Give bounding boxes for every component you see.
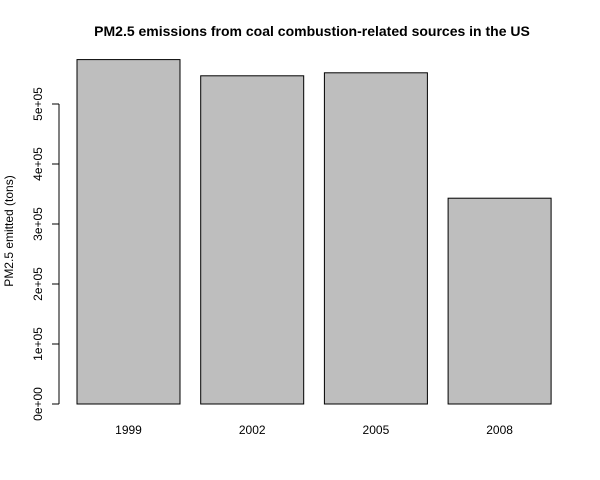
y-tick-label: 1e+05 bbox=[31, 327, 45, 361]
y-tick-label: 0e+00 bbox=[31, 387, 45, 421]
bar-2008 bbox=[447, 197, 552, 405]
bar-2005 bbox=[323, 72, 428, 405]
x-axis-labels: 1999 2002 2005 2008 bbox=[115, 423, 513, 437]
chart-title: PM2.5 emissions from coal combustion-rel… bbox=[94, 23, 530, 39]
y-tick-label: 4e+05 bbox=[31, 147, 45, 181]
y-axis: 0e+00 1e+05 2e+05 3e+05 4e+05 5e+05 bbox=[31, 87, 60, 421]
y-axis-label: PM2.5 emitted (tons) bbox=[2, 175, 16, 286]
bars-layer bbox=[76, 59, 552, 405]
x-tick-label-1999: 1999 bbox=[115, 423, 142, 437]
bar-1999 bbox=[76, 59, 181, 405]
x-tick-label-2008: 2008 bbox=[486, 423, 513, 437]
x-tick-label-2002: 2002 bbox=[239, 423, 266, 437]
x-tick-label-2005: 2005 bbox=[363, 423, 390, 437]
y-tick-label: 2e+05 bbox=[31, 267, 45, 301]
y-tick-label: 3e+05 bbox=[31, 207, 45, 241]
bar-2002 bbox=[200, 75, 305, 405]
y-tick-label: 5e+05 bbox=[31, 87, 45, 121]
